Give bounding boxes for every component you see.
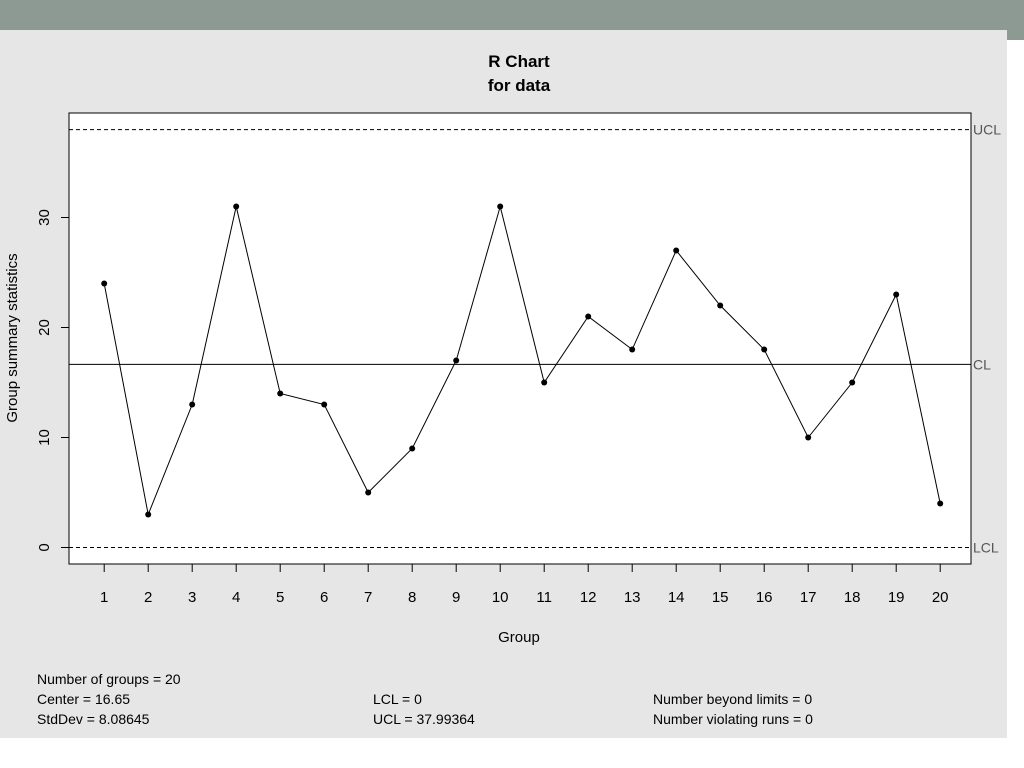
data-point xyxy=(145,511,152,518)
x-tick-label: 18 xyxy=(844,589,861,606)
x-tick-label: 1 xyxy=(100,589,108,606)
x-tick-label: 4 xyxy=(232,589,240,606)
stat-center: Center = 16.65 xyxy=(37,691,131,707)
right-margin-strip xyxy=(1007,40,1024,738)
y-tick-label: 20 xyxy=(36,319,53,336)
x-tick-label: 12 xyxy=(580,589,597,606)
x-tick-label: 16 xyxy=(756,589,773,606)
data-point xyxy=(937,500,944,507)
data-point xyxy=(321,401,328,408)
x-tick-label: 2 xyxy=(144,589,152,606)
plot-area xyxy=(68,112,972,565)
data-point xyxy=(277,390,284,397)
data-point xyxy=(629,346,636,353)
x-tick-label: 14 xyxy=(668,589,685,606)
x-tick-label: 8 xyxy=(408,589,416,606)
chart-title: R Chart xyxy=(488,52,550,71)
y-tick-label: 10 xyxy=(36,429,53,446)
y-tick-label: 0 xyxy=(36,543,53,551)
stat-violating-runs: Number violating runs = 0 xyxy=(653,711,813,727)
data-point xyxy=(893,291,900,298)
stat-number-of-groups: Number of groups = 20 xyxy=(37,671,181,687)
data-point xyxy=(761,346,768,353)
data-point xyxy=(673,247,680,254)
data-point xyxy=(233,203,240,210)
limit-label-cl: CL xyxy=(973,356,991,372)
stat-ucl: UCL = 37.99364 xyxy=(373,711,475,727)
data-point xyxy=(453,357,460,364)
x-tick-label: 13 xyxy=(624,589,641,606)
limit-label-lcl: LCL xyxy=(973,540,999,556)
x-tick-label: 10 xyxy=(492,589,509,606)
x-tick-label: 20 xyxy=(932,589,949,606)
x-tick-label: 15 xyxy=(712,589,729,606)
data-point xyxy=(497,203,504,210)
x-tick-label: 17 xyxy=(800,589,817,606)
chart-subtitle: for data xyxy=(488,76,551,95)
y-axis-label: Group summary statistics xyxy=(4,253,21,422)
x-tick-label: 7 xyxy=(364,589,372,606)
x-tick-label: 19 xyxy=(888,589,905,606)
data-point xyxy=(805,434,812,441)
data-point xyxy=(365,489,372,496)
limit-label-ucl: UCL xyxy=(973,122,1001,138)
stat-stddev: StdDev = 8.08645 xyxy=(37,711,150,727)
data-point xyxy=(541,379,548,386)
data-point xyxy=(585,313,592,320)
data-line xyxy=(103,204,941,517)
data-point xyxy=(409,445,416,452)
x-tick-label: 5 xyxy=(276,589,284,606)
stat-lcl: LCL = 0 xyxy=(373,691,422,707)
y-tick-label: 30 xyxy=(36,209,53,226)
data-point xyxy=(101,280,108,287)
x-tick-label: 3 xyxy=(188,589,196,606)
data-point xyxy=(849,379,856,386)
x-axis-label: Group xyxy=(498,629,540,646)
stat-beyond-limits: Number beyond limits = 0 xyxy=(653,691,813,707)
data-point xyxy=(189,401,196,408)
x-tick-label: 6 xyxy=(320,589,328,606)
x-tick-label: 9 xyxy=(452,589,460,606)
data-point xyxy=(717,302,724,309)
x-tick-label: 11 xyxy=(536,589,552,606)
